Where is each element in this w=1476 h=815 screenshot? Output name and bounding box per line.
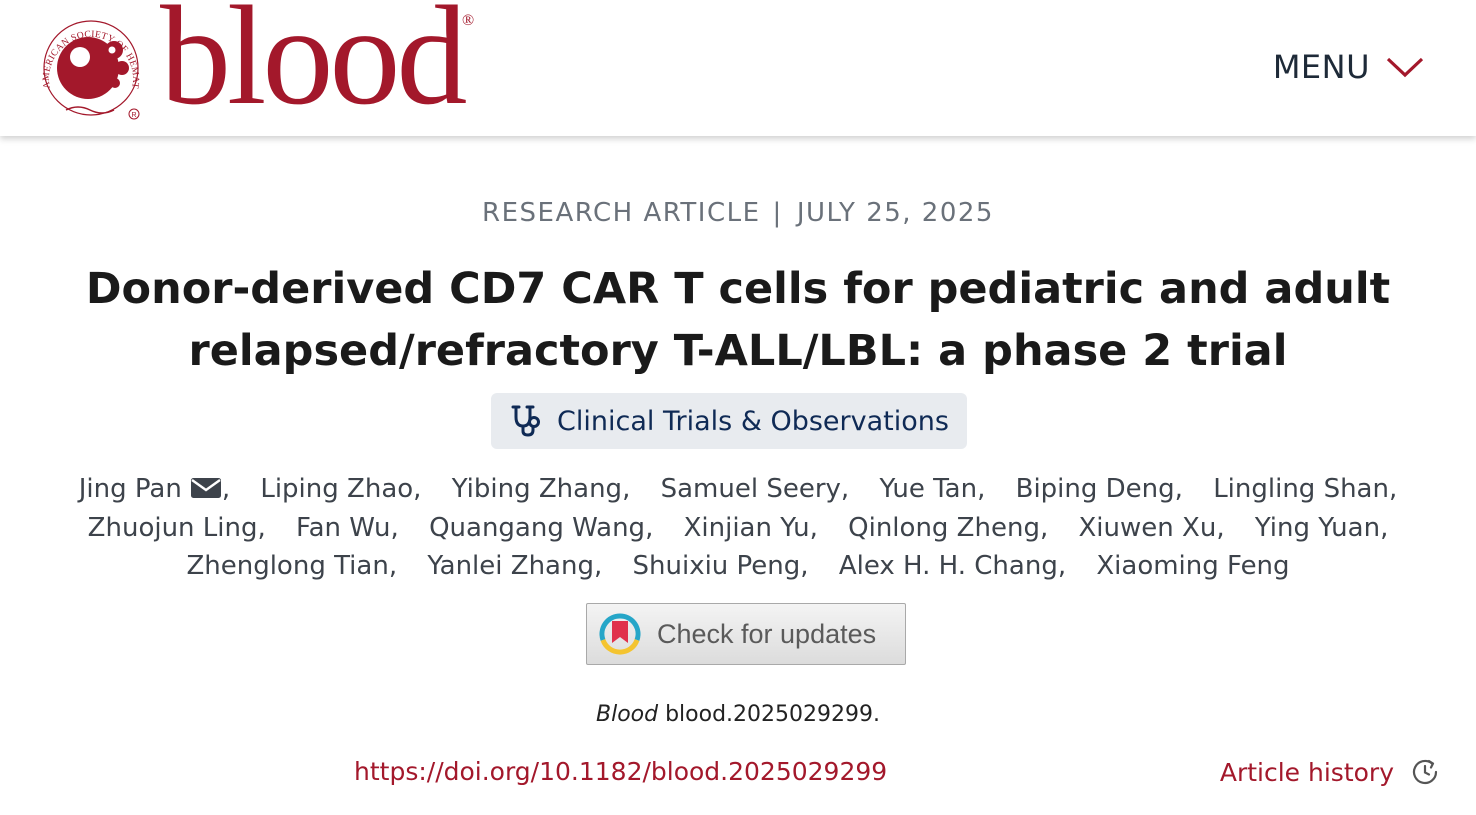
author-yibing-zhang[interactable]: Yibing Zhang, bbox=[451, 474, 631, 504]
meta-separator: | bbox=[772, 198, 783, 228]
category-label: Clinical Trials & Observations bbox=[557, 405, 949, 437]
author-zhenglong-tian[interactable]: Zhenglong Tian, bbox=[186, 551, 398, 581]
article-type[interactable]: RESEARCH ARTICLE bbox=[482, 198, 761, 228]
author-lingling-shan[interactable]: Lingling Shan, bbox=[1213, 474, 1398, 504]
check-for-updates-button[interactable]: Check for updates bbox=[586, 603, 906, 665]
author-xiuwen-xu[interactable]: Xiuwen Xu, bbox=[1078, 512, 1225, 543]
author-yue-tan[interactable]: Yue Tan, bbox=[879, 474, 986, 504]
citation-journal: Blood bbox=[595, 702, 659, 727]
category-tag[interactable]: Clinical Trials & Observations bbox=[491, 393, 967, 449]
author-shuixiu-peng[interactable]: Shuixiu Peng, bbox=[632, 551, 809, 581]
article-history-link[interactable]: Article history bbox=[1220, 757, 1440, 787]
menu-button[interactable]: MENU bbox=[1273, 48, 1424, 86]
author-ying-yuan[interactable]: Ying Yuan, bbox=[1254, 512, 1389, 543]
svg-text:R: R bbox=[132, 112, 137, 119]
author-alex-chang[interactable]: Alex H. H. Chang, bbox=[838, 551, 1067, 581]
chevron-down-icon bbox=[1386, 57, 1424, 78]
blood-logo[interactable]: AMERICAN SOCIETY OF HEMATOLOGY R blood ® bbox=[28, 0, 488, 130]
check-for-updates-label: Check for updates bbox=[657, 618, 877, 649]
mail-icon[interactable] bbox=[190, 476, 222, 500]
article-title: Donor-derived CD7 CAR T cells for pediat… bbox=[85, 264, 1391, 376]
history-clock-icon bbox=[1412, 759, 1438, 785]
crossmark-icon bbox=[599, 613, 641, 655]
author-xiaoming-feng[interactable]: Xiaoming Feng bbox=[1096, 551, 1290, 581]
author-qinlong-zheng[interactable]: Qinlong Zheng, bbox=[848, 512, 1049, 543]
author-yanlei-zhang[interactable]: Yanlei Zhang, bbox=[427, 551, 603, 581]
author-jing-pan[interactable]: Jing Pan bbox=[79, 474, 222, 504]
author-quangang-wang[interactable]: Quangang Wang, bbox=[429, 512, 654, 543]
ash-seal-logo: AMERICAN SOCIETY OF HEMATOLOGY R bbox=[28, 6, 140, 120]
registered-mark: ® bbox=[462, 12, 475, 29]
author-liping-zhao[interactable]: Liping Zhao, bbox=[260, 474, 422, 504]
author-zhuojun-ling[interactable]: Zhuojun Ling, bbox=[87, 512, 266, 543]
article-date: JULY 25, 2025 bbox=[796, 198, 994, 228]
site-header: AMERICAN SOCIETY OF HEMATOLOGY R blood ®… bbox=[0, 0, 1476, 136]
citation-reference: blood.2025029299. bbox=[665, 702, 880, 727]
stethoscope-icon bbox=[511, 405, 541, 437]
article-meta: RESEARCH ARTICLE | JULY 25, 2025 bbox=[0, 198, 1476, 228]
author-samuel-seery[interactable]: Samuel Seery, bbox=[660, 474, 850, 504]
author-name: Jing Pan bbox=[78, 474, 182, 504]
article-history-label: Article history bbox=[1219, 757, 1394, 787]
author-list: Jing Pan, Liping Zhao, Yibing Zhang, Sam… bbox=[78, 474, 1398, 581]
doi-link[interactable]: https://doi.org/10.1182/blood.2025029299 bbox=[354, 757, 888, 786]
author-xinjian-yu[interactable]: Xinjian Yu, bbox=[683, 512, 818, 543]
author-fan-wu[interactable]: Fan Wu, bbox=[296, 512, 399, 543]
author-biping-deng[interactable]: Biping Deng, bbox=[1015, 474, 1183, 504]
citation-line: Blood blood.2025029299. bbox=[0, 702, 1476, 727]
menu-label: MENU bbox=[1272, 48, 1370, 86]
article-header: RESEARCH ARTICLE | JULY 25, 2025 Donor-der… bbox=[0, 136, 1476, 815]
blood-wordmark: blood bbox=[160, 0, 467, 134]
